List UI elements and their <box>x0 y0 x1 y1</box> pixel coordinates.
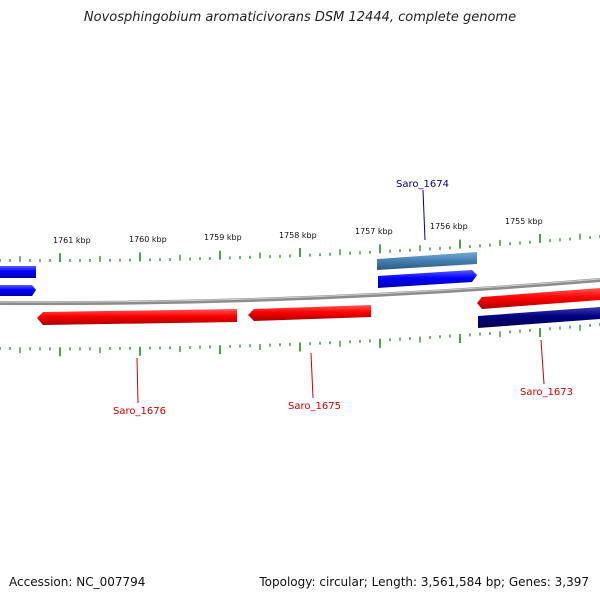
scale-label: 1756 kbp <box>430 222 468 231</box>
accession-text: Accession: NC_007794 <box>9 575 146 589</box>
saro-1676-leader <box>136 357 139 404</box>
saro-1675-leader <box>310 352 314 399</box>
gene-label-saro-1674[interactable]: Saro_1674 <box>396 179 449 190</box>
gene-label-saro-1675[interactable]: Saro_1675 <box>288 401 341 412</box>
gene-arrow-reverse[interactable] <box>478 307 600 328</box>
forward-genes <box>0 252 477 296</box>
scale-label: 1757 kbp <box>355 227 393 236</box>
scale-label: 1755 kbp <box>505 217 543 226</box>
gene-saro-1673-arrow[interactable] <box>477 288 600 309</box>
scale-label: 1758 kbp <box>279 231 317 240</box>
gene-saro-1674-arrow[interactable] <box>377 252 477 270</box>
gene-label-saro-1673[interactable]: Saro_1673 <box>520 387 573 398</box>
gene-arrow-forward[interactable] <box>0 285 36 296</box>
saro-1674-leader <box>422 189 426 241</box>
map-title: Novosphingobium aromaticivorans DSM 1244… <box>83 10 517 25</box>
scale-label: 1760 kbp <box>129 235 167 244</box>
reverse-genes <box>37 288 600 328</box>
scale-label: 1759 kbp <box>204 233 242 242</box>
gene-saro-1676-arrow[interactable] <box>37 309 237 325</box>
genome-backbone <box>0 278 600 306</box>
genome-summary-text: Topology: circular; Length: 3,561,584 bp… <box>259 575 589 589</box>
gene-arrow-forward[interactable] <box>0 266 36 278</box>
scale-ticks-outer <box>0 233 600 263</box>
scale-label: 1761 kbp <box>53 236 91 245</box>
gene-arrow-forward[interactable] <box>378 270 477 288</box>
gene-saro-1675-arrow[interactable] <box>248 305 371 321</box>
scale-labels: 1761 kbp 1760 kbp 1759 kbp 1758 kbp 1757… <box>53 217 543 245</box>
genome-backbone-highlight <box>0 278 600 303</box>
gene-label-saro-1676[interactable]: Saro_1676 <box>113 406 166 417</box>
saro-1673-leader <box>540 339 545 385</box>
scale-ticks-inner <box>0 323 600 357</box>
